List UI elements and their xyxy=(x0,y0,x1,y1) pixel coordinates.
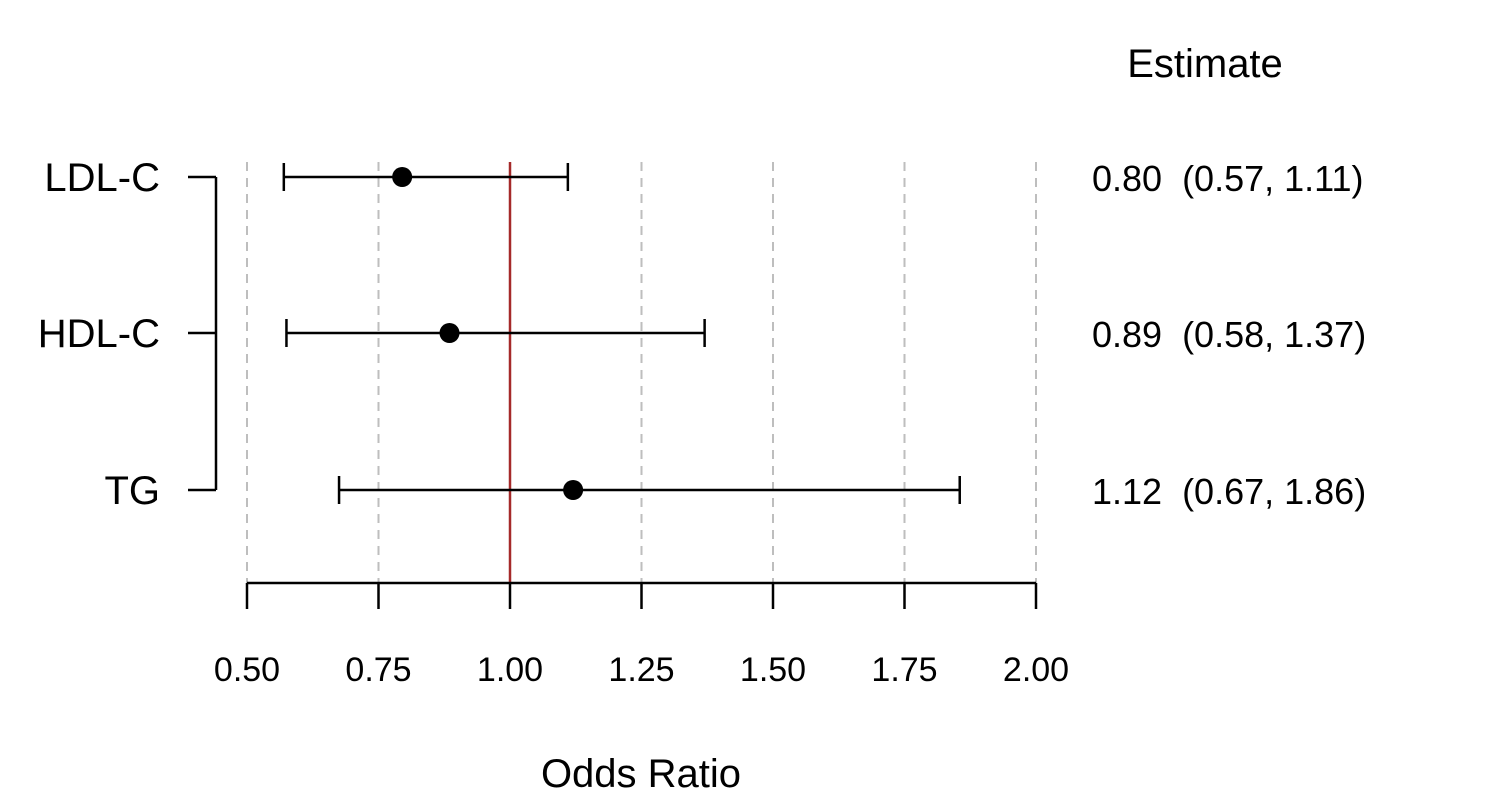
estimate-text: 0.89 (0.58, 1.37) xyxy=(1092,314,1366,355)
x-axis: 0.50 0.75 1.00 1.25 1.50 1.75 2.00 xyxy=(214,581,1069,689)
forest-row: LDL-C 0.80 (0.57, 1.11) xyxy=(44,156,1363,200)
x-tick-label: 0.75 xyxy=(345,651,411,689)
x-axis-title: Odds Ratio xyxy=(541,752,741,796)
point-estimate xyxy=(392,167,413,187)
row-label: TG xyxy=(104,469,160,513)
estimate-text: 1.12 (0.67, 1.86) xyxy=(1092,471,1366,512)
forest-row: HDL-C 0.89 (0.58, 1.37) xyxy=(38,312,1366,356)
estimate-text: 0.80 (0.57, 1.11) xyxy=(1092,158,1364,199)
row-groups: LDL-C 0.80 (0.57, 1.11) HDL-C 0.89 (0.58, 1… xyxy=(38,156,1366,513)
row-label: LDL-C xyxy=(44,156,160,200)
estimate-header: Estimate xyxy=(1127,42,1283,86)
row-bracket xyxy=(188,175,218,492)
row-label: HDL-C xyxy=(38,312,160,356)
x-tick-label: 1.50 xyxy=(740,651,806,689)
grid-lines xyxy=(246,162,1037,583)
x-tick-label: 1.75 xyxy=(871,651,937,689)
x-tick-label: 1.00 xyxy=(477,651,543,689)
x-tick-label: 0.50 xyxy=(214,651,280,689)
point-estimate xyxy=(439,323,460,343)
forest-row: TG 1.12 (0.67, 1.86) xyxy=(104,469,1366,513)
x-tick-label: 1.25 xyxy=(608,651,674,689)
x-tick-label: 2.00 xyxy=(1003,651,1069,689)
point-estimate xyxy=(563,480,584,500)
